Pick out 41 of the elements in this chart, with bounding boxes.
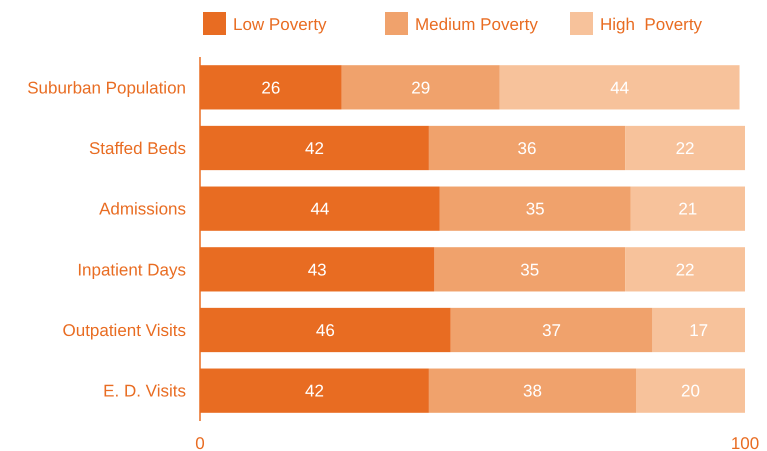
data-label: 22: [676, 260, 695, 280]
y-tick-label: Staffed Beds: [88, 138, 186, 158]
bar: [342, 65, 500, 110]
data-label: 38: [522, 382, 542, 401]
data-label: 35: [520, 260, 540, 280]
data-label: 42: [304, 138, 324, 158]
x-tick-label: 0: [195, 434, 205, 451]
data-label: 26: [261, 78, 280, 98]
bar: [636, 368, 745, 413]
bar: [428, 126, 626, 170]
bar: [500, 65, 740, 110]
data-label: 29: [411, 78, 430, 98]
data-label: 37: [542, 320, 561, 340]
bar: [630, 186, 745, 231]
y-tick-label: Outpatient Visits: [62, 320, 186, 340]
data-label: 44: [310, 200, 330, 219]
x-tick-label: 100: [730, 434, 760, 451]
bar: [434, 247, 626, 292]
bar: [450, 308, 652, 352]
data-label: 43: [308, 260, 327, 280]
data-label: 46: [316, 320, 335, 340]
y-tick-label: Inpatient Days: [77, 260, 186, 280]
data-label: 42: [304, 382, 324, 401]
y-tick-label: E. D. Visits: [103, 382, 186, 401]
data-label: 20: [681, 382, 700, 401]
data-label: 17: [689, 320, 708, 340]
legend-label: Medium Poverty: [415, 14, 538, 34]
bar: [440, 186, 631, 231]
bar: [652, 308, 745, 352]
data-label: 22: [676, 138, 695, 158]
data-label: 21: [678, 200, 698, 219]
data-label: 44: [610, 78, 630, 98]
y-tick-label: Admissions: [99, 200, 186, 219]
legend-label: High Poverty: [600, 14, 703, 34]
data-label: 35: [526, 200, 545, 219]
bar: [625, 247, 745, 292]
bar: [625, 126, 745, 170]
data-label: 36: [518, 138, 536, 158]
bar: [428, 368, 636, 413]
y-tick-label: Suburban Population: [27, 78, 186, 98]
legend-label: Low Poverty: [233, 14, 328, 34]
